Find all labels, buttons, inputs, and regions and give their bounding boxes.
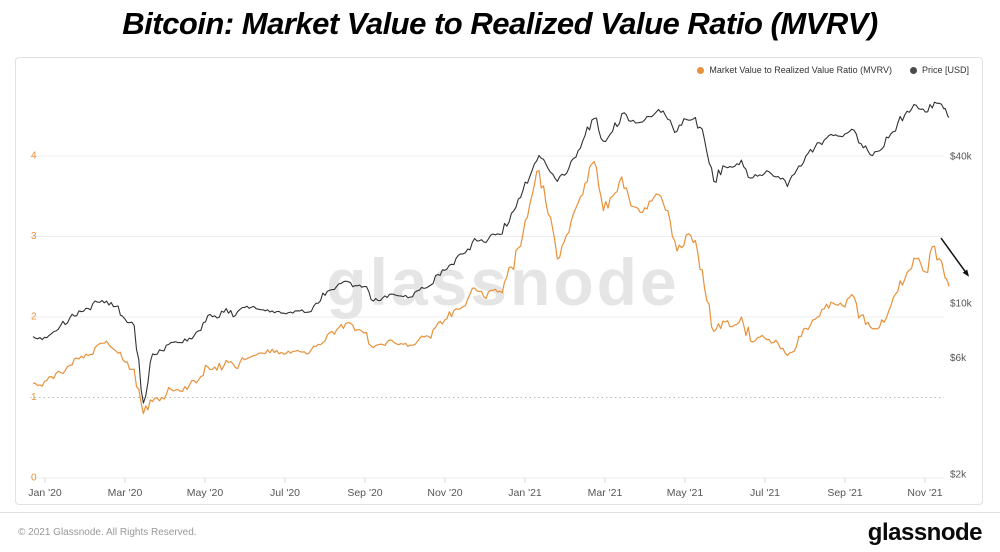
legend-item-price[interactable]: Price [USD] <box>909 65 969 75</box>
svg-text:$40k: $40k <box>950 152 973 163</box>
svg-text:Nov '20: Nov '20 <box>427 487 462 499</box>
svg-text:$2k: $2k <box>950 470 967 481</box>
svg-text:Jul '21: Jul '21 <box>750 487 780 499</box>
svg-text:Jul '20: Jul '20 <box>270 487 300 499</box>
svg-text:4: 4 <box>31 151 37 162</box>
copyright-text: © 2021 Glassnode. All Rights Reserved. <box>18 527 197 538</box>
svg-text:Mar '21: Mar '21 <box>588 487 623 499</box>
chart-title: Bitcoin: Market Value to Realized Value … <box>122 6 878 41</box>
mvrv-price-chart[interactable]: Jan '20 Mar '20 May '20 Jul '20 Sep '20 Nov '… <box>16 58 980 502</box>
svg-text:Sep '20: Sep '20 <box>347 487 382 499</box>
legend-item-mvrv[interactable]: Market Value to Realized Value Ratio (MV… <box>697 65 892 75</box>
svg-text:glassnode: glassnode <box>326 245 679 319</box>
svg-text:3: 3 <box>31 231 37 242</box>
svg-text:Jan '20: Jan '20 <box>28 487 62 499</box>
chart-legend: Market Value to Realized Value Ratio (MV… <box>697 65 969 75</box>
svg-text:$6k: $6k <box>950 353 967 364</box>
footer: © 2021 Glassnode. All Rights Reserved. g… <box>0 512 1000 552</box>
svg-text:Mar '20: Mar '20 <box>108 487 143 499</box>
svg-text:Jan '21: Jan '21 <box>508 487 542 499</box>
svg-text:2: 2 <box>31 312 37 323</box>
legend-label-mvrv: Market Value to Realized Value Ratio (MV… <box>709 65 892 75</box>
glassnode-logo: glassnode <box>867 518 983 546</box>
svg-text:May '21: May '21 <box>667 487 704 499</box>
chart-panel: Market Value to Realized Value Ratio (MV… <box>15 57 983 505</box>
svg-text:Nov '21: Nov '21 <box>907 487 942 499</box>
svg-text:1: 1 <box>31 392 37 403</box>
svg-text:Sep '21: Sep '21 <box>827 487 862 499</box>
svg-text:$10k: $10k <box>950 299 973 310</box>
legend-label-price: Price [USD] <box>921 65 969 75</box>
mvrv-series-dot-icon <box>697 66 705 74</box>
price-series-dot-icon <box>909 66 917 74</box>
svg-text:May '20: May '20 <box>187 487 224 499</box>
svg-text:0: 0 <box>31 473 37 484</box>
